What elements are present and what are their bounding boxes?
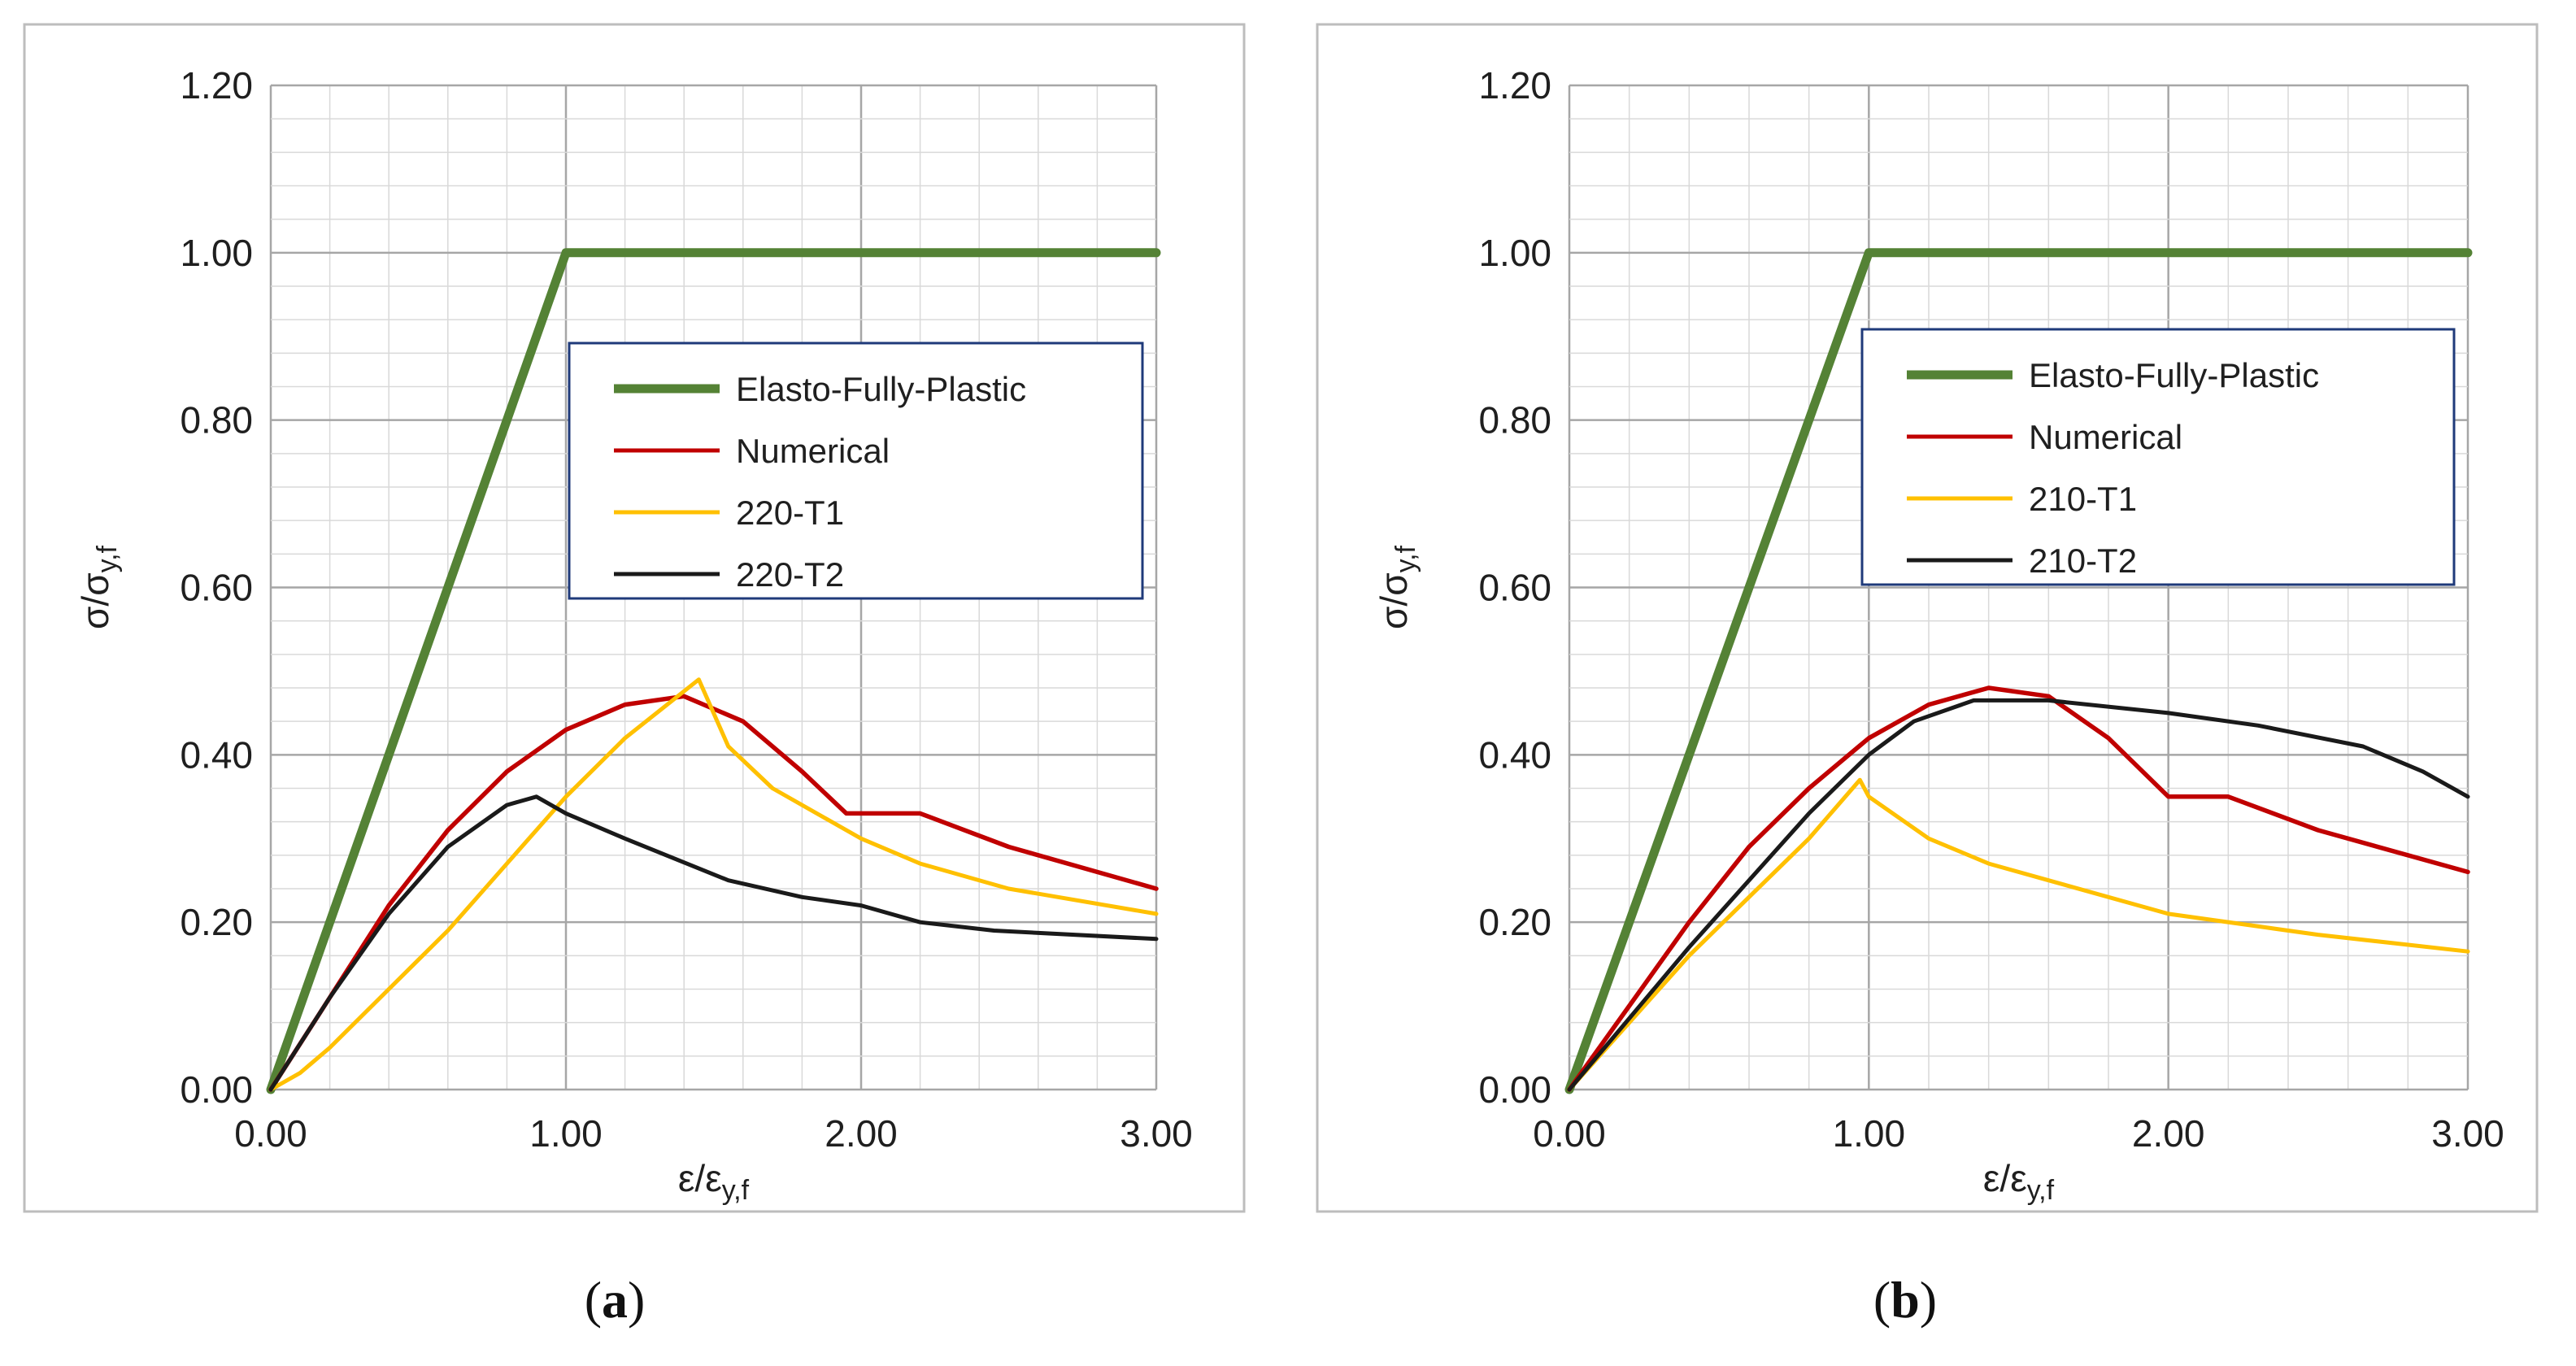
legend-label: Elasto-Fully-Plastic — [736, 370, 1026, 408]
x-tick-label: 2.00 — [825, 1112, 898, 1155]
x-axis-label: ε/εy,f — [678, 1157, 750, 1206]
series-line-numerical — [1567, 685, 2470, 1092]
y-tick-label: 0.20 — [1478, 901, 1551, 943]
series-line-210-t1 — [1567, 777, 2470, 1092]
x-tick-label: 3.00 — [1120, 1112, 1193, 1155]
legend-label: 220-T1 — [736, 494, 844, 532]
legend-label: Elasto-Fully-Plastic — [2029, 356, 2319, 394]
y-tick-label: 1.00 — [1478, 232, 1551, 274]
panel-label: (b) — [1873, 1271, 1937, 1329]
legend-label: 210-T2 — [2029, 542, 2137, 580]
y-tick-label: 0.60 — [180, 567, 253, 609]
series-line-elasto-fully-plastic — [266, 248, 1161, 1094]
y-tick-label: 0.00 — [180, 1068, 253, 1111]
series-line-elasto-fully-plastic — [1564, 248, 2473, 1094]
x-tick-label: 1.00 — [1833, 1112, 1906, 1155]
x-axis-label: ε/εy,f — [1983, 1157, 2055, 1206]
y-tick-label: 0.40 — [180, 733, 253, 776]
x-tick-label: 2.00 — [2132, 1112, 2205, 1155]
chart-panel-a: 0.00 0.20 0.40 0.60 0.80 1.00 1.20 0.00 1.00 2.00… — [23, 23, 1246, 1329]
x-tick-label: 0.00 — [234, 1112, 307, 1155]
chart-panel-b: 0.00 0.20 0.40 0.60 0.80 1.00 1.20 0.00 1.00 2.00… — [1316, 23, 2539, 1329]
x-tick-label: 0.00 — [1533, 1112, 1606, 1155]
y-tick-label: 1.00 — [180, 232, 253, 274]
y-tick-label: 0.00 — [1478, 1068, 1551, 1111]
y-tick-label: 0.80 — [180, 399, 253, 442]
y-axis-label: σ/σy,f — [74, 545, 123, 629]
y-tick-label: 1.20 — [1478, 64, 1551, 107]
legend: Elasto-Fully-Plastic Numerical 210-T1 210-T… — [1860, 328, 2456, 586]
y-tick-label: 1.20 — [180, 64, 253, 107]
y-tick-label: 0.40 — [1478, 733, 1551, 776]
series-line-220-t1 — [268, 677, 1159, 1092]
y-tick-label: 0.80 — [1478, 399, 1551, 442]
series-line-210-t2 — [1567, 698, 2470, 1092]
y-axis-label: σ/σy,f — [1373, 545, 1421, 629]
panel-frame — [1316, 23, 2539, 1213]
legend-label: Numerical — [736, 432, 890, 470]
panel-frame — [23, 23, 1246, 1213]
legend-label: Numerical — [2029, 418, 2182, 456]
y-tick-label: 0.60 — [1478, 567, 1551, 609]
legend-label: 220-T2 — [736, 555, 844, 594]
x-tick-label: 1.00 — [529, 1112, 603, 1155]
series-line-numerical — [268, 694, 1159, 1092]
y-tick-label: 0.20 — [180, 901, 253, 943]
x-tick-label: 3.00 — [2431, 1112, 2504, 1155]
legend-label: 210-T1 — [2029, 480, 2137, 518]
panel-label: (a) — [585, 1271, 646, 1329]
legend: Elasto-Fully-Plastic Numerical 220-T1 220-T… — [568, 342, 1144, 600]
series-line-220-t2 — [268, 794, 1159, 1092]
